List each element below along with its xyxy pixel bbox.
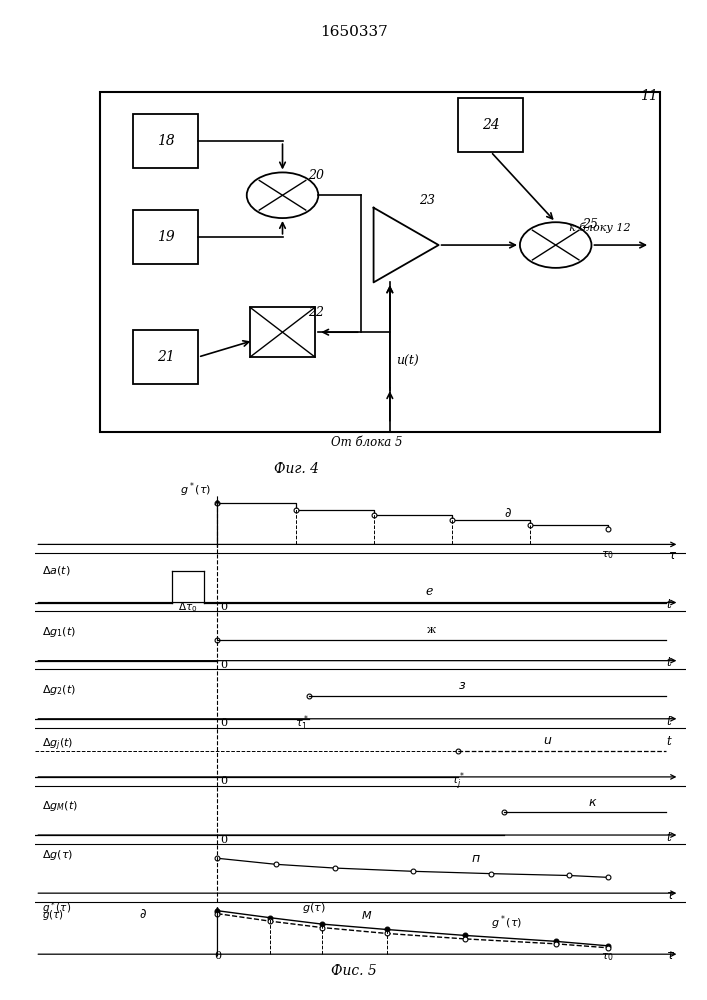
Text: $\tau_j^*$: $\tau_j^*$ [451, 771, 465, 793]
Text: 0: 0 [221, 602, 228, 612]
Text: t: t [666, 831, 671, 844]
Text: $\mathit{к}$: $\mathit{к}$ [588, 796, 597, 809]
Text: $g^*(\tau)$: $g^*(\tau)$ [42, 900, 71, 916]
Text: $\Delta\tau_0$: $\Delta\tau_0$ [178, 600, 198, 614]
Text: $\tau$: $\tau$ [666, 949, 675, 962]
Text: $\Delta g_1(t)$: $\Delta g_1(t)$ [42, 625, 76, 639]
Text: 25: 25 [582, 218, 597, 231]
Text: $\Delta g(\tau)$: $\Delta g(\tau)$ [42, 848, 73, 862]
Text: Фиг. 4: Фиг. 4 [274, 462, 320, 476]
Text: $\mathit{u}$: $\mathit{u}$ [543, 734, 552, 747]
Text: Фис. 5: Фис. 5 [331, 964, 376, 978]
Text: $\Delta a(t)$: $\Delta a(t)$ [42, 564, 71, 577]
Bar [133, 114, 198, 168]
Text: $g(\tau)$: $g(\tau)$ [302, 901, 325, 915]
Bar [100, 92, 660, 432]
Text: 22: 22 [308, 306, 325, 319]
Text: 0: 0 [221, 835, 228, 845]
Text: $g^*(\tau)$: $g^*(\tau)$ [491, 913, 522, 932]
Text: 0: 0 [221, 660, 228, 670]
Bar [458, 98, 523, 152]
Text: 0: 0 [221, 776, 228, 786]
Text: u(t): u(t) [397, 355, 419, 368]
Text: e: e [426, 585, 433, 598]
Text: 21: 21 [156, 350, 175, 364]
Bar [250, 307, 315, 357]
Text: t: t [666, 735, 671, 748]
Text: 20: 20 [308, 169, 325, 182]
Text: $\tau_0$: $\tau_0$ [601, 951, 614, 963]
Text: $\tau_1^*$: $\tau_1^*$ [295, 713, 309, 733]
Text: 19: 19 [156, 230, 175, 244]
Text: $\mathit{з}$: $\mathit{з}$ [458, 679, 466, 692]
Text: $\Delta g_j(t)$: $\Delta g_j(t)$ [42, 737, 73, 753]
Text: t: t [666, 656, 671, 669]
Text: 1650337: 1650337 [320, 25, 387, 39]
Text: 18: 18 [156, 134, 175, 148]
Text: к блоку 12: к блоку 12 [568, 222, 631, 233]
Text: $\mathit{\mathcal{ж}}$: $\mathit{\mathcal{ж}}$ [426, 623, 436, 636]
Text: 11: 11 [641, 89, 658, 103]
Text: 0: 0 [221, 718, 228, 728]
Text: $g^*(\tau)$: $g^*(\tau)$ [180, 480, 211, 499]
Text: 24: 24 [481, 118, 500, 132]
Text: 23: 23 [419, 194, 435, 207]
Text: $\tau$: $\tau$ [668, 549, 677, 562]
Text: $M$: $M$ [361, 909, 372, 921]
Bar [133, 210, 198, 264]
Text: $g(\tau)$: $g(\tau)$ [42, 908, 64, 922]
Text: t: t [666, 715, 671, 728]
Text: 0: 0 [214, 951, 221, 961]
Text: $\Delta g_2(t)$: $\Delta g_2(t)$ [42, 683, 76, 697]
Text: $\partial$: $\partial$ [503, 507, 512, 520]
Text: $\partial$: $\partial$ [139, 908, 147, 921]
Bar [133, 330, 198, 384]
Text: $\mathit{п}$: $\mathit{п}$ [471, 852, 481, 865]
Text: t: t [666, 598, 671, 611]
Text: $\tau_0$: $\tau_0$ [601, 549, 614, 561]
Text: От блока 5: От блока 5 [332, 436, 403, 449]
Text: $\tau$: $\tau$ [666, 889, 675, 902]
Text: $\Delta g_M(t)$: $\Delta g_M(t)$ [42, 799, 78, 813]
